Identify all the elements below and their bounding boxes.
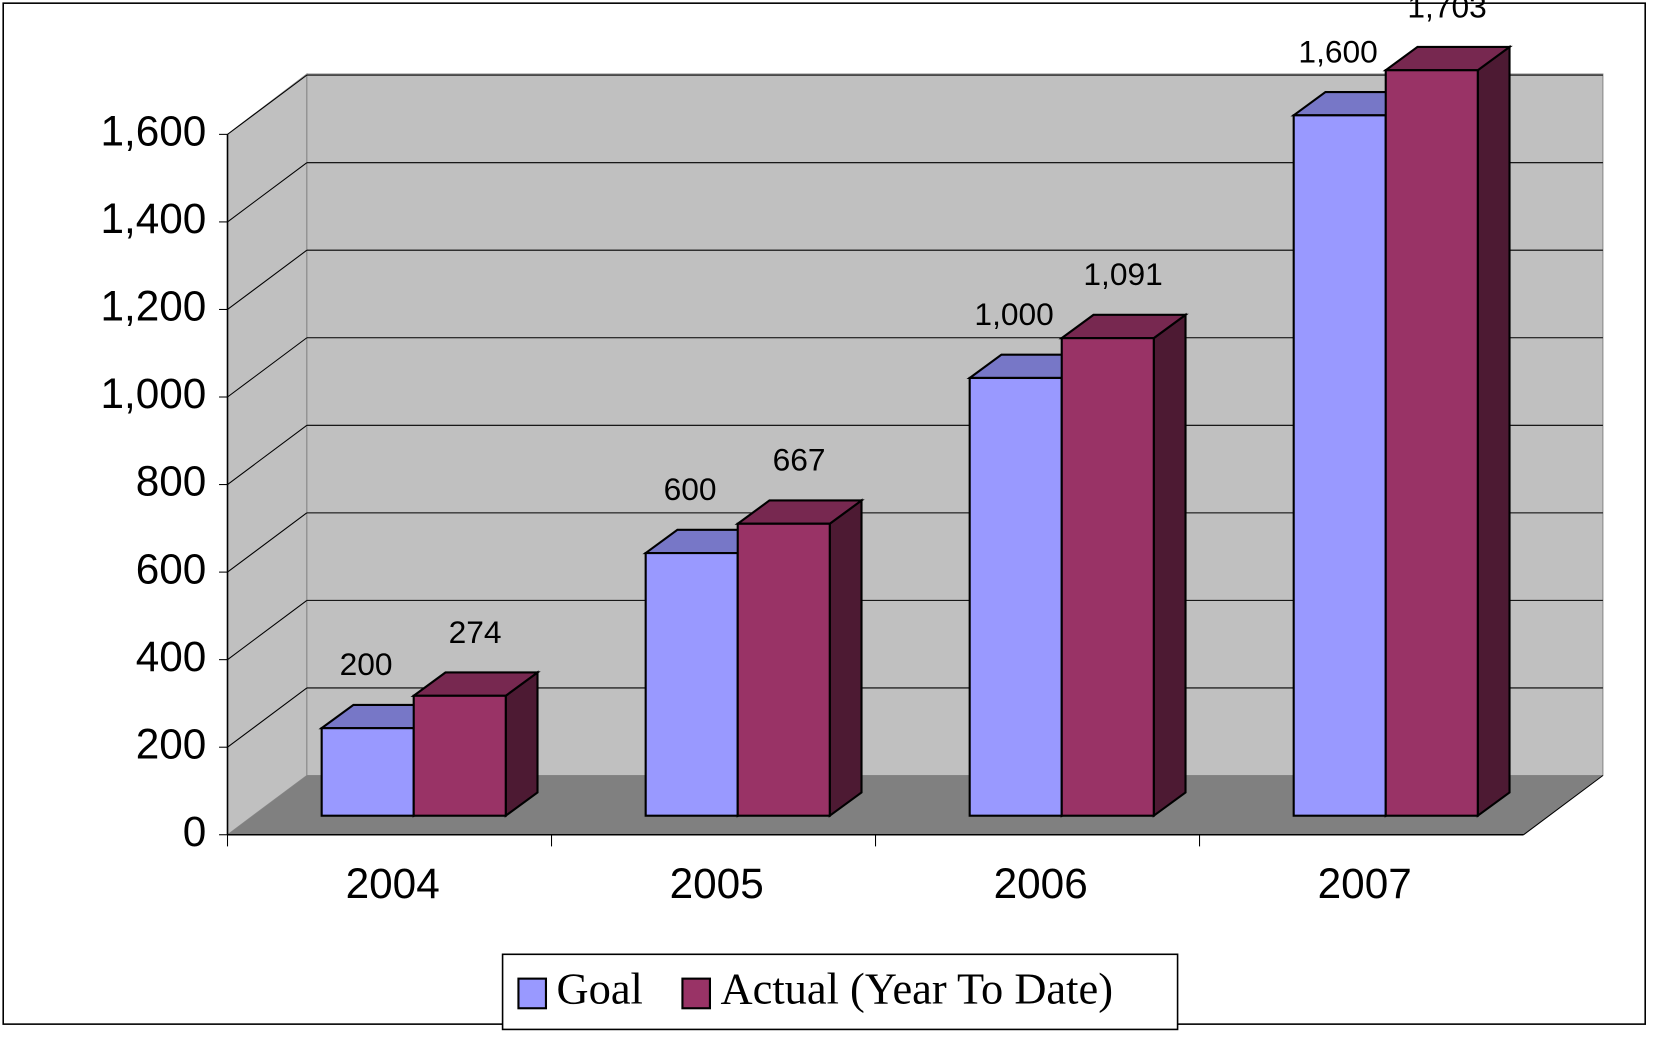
value-label: 667	[773, 442, 826, 478]
value-label: 600	[664, 471, 717, 507]
y-tick-label: 400	[136, 633, 207, 680]
grid-line	[227, 687, 308, 748]
grid-line	[227, 74, 308, 135]
value-label: 274	[449, 614, 502, 650]
bar-side	[504, 670, 539, 818]
y-tick-label: 1,200	[100, 283, 206, 330]
grid-line	[227, 337, 308, 398]
bar	[1384, 69, 1479, 817]
bar	[412, 694, 507, 817]
x-tick-label: 2007	[1318, 860, 1412, 907]
x-tick-label: 2006	[994, 860, 1088, 907]
y-tick-label: 0	[183, 808, 207, 855]
bar	[1060, 337, 1155, 817]
grid-line	[227, 424, 308, 485]
legend-swatch	[517, 977, 548, 1010]
grid-line	[227, 249, 308, 310]
value-label: 200	[340, 646, 393, 682]
bar	[320, 727, 415, 817]
legend	[501, 953, 1179, 1031]
x-tick-label: 2005	[670, 860, 764, 907]
floor-edge	[1523, 775, 1604, 836]
bar-side	[1476, 44, 1511, 818]
legend-swatch	[681, 977, 712, 1010]
y-tick-label: 800	[136, 458, 207, 505]
bar	[1292, 114, 1387, 817]
grid-line	[227, 162, 308, 223]
floor	[227, 775, 1603, 835]
value-label: 1,000	[974, 296, 1053, 332]
legend-label: Goal	[557, 964, 643, 1014]
y-tick-label: 600	[136, 545, 207, 592]
grid-line	[227, 599, 308, 661]
value-label: 1,600	[1298, 33, 1377, 69]
y-tick-label: 1,600	[100, 108, 206, 155]
y-tick-label: 200	[136, 720, 207, 767]
bar	[968, 376, 1063, 817]
plot: 0 200 400 600 800 1,000 1,200 1,400 1,600 2004 200…	[100, 0, 1603, 1014]
grid-line	[227, 512, 308, 573]
bar	[644, 552, 739, 817]
x-tick-label: 2004	[346, 860, 440, 907]
y-tick-label: 1,400	[100, 195, 206, 242]
bar-side	[1152, 312, 1187, 818]
bar	[736, 522, 831, 817]
value-label: 1,703	[1407, 0, 1486, 24]
value-label: 1,091	[1083, 256, 1162, 292]
y-tick-label: 1,000	[100, 370, 206, 417]
legend-label: Actual (Year To Date)	[721, 964, 1113, 1014]
bar-side	[828, 498, 863, 818]
